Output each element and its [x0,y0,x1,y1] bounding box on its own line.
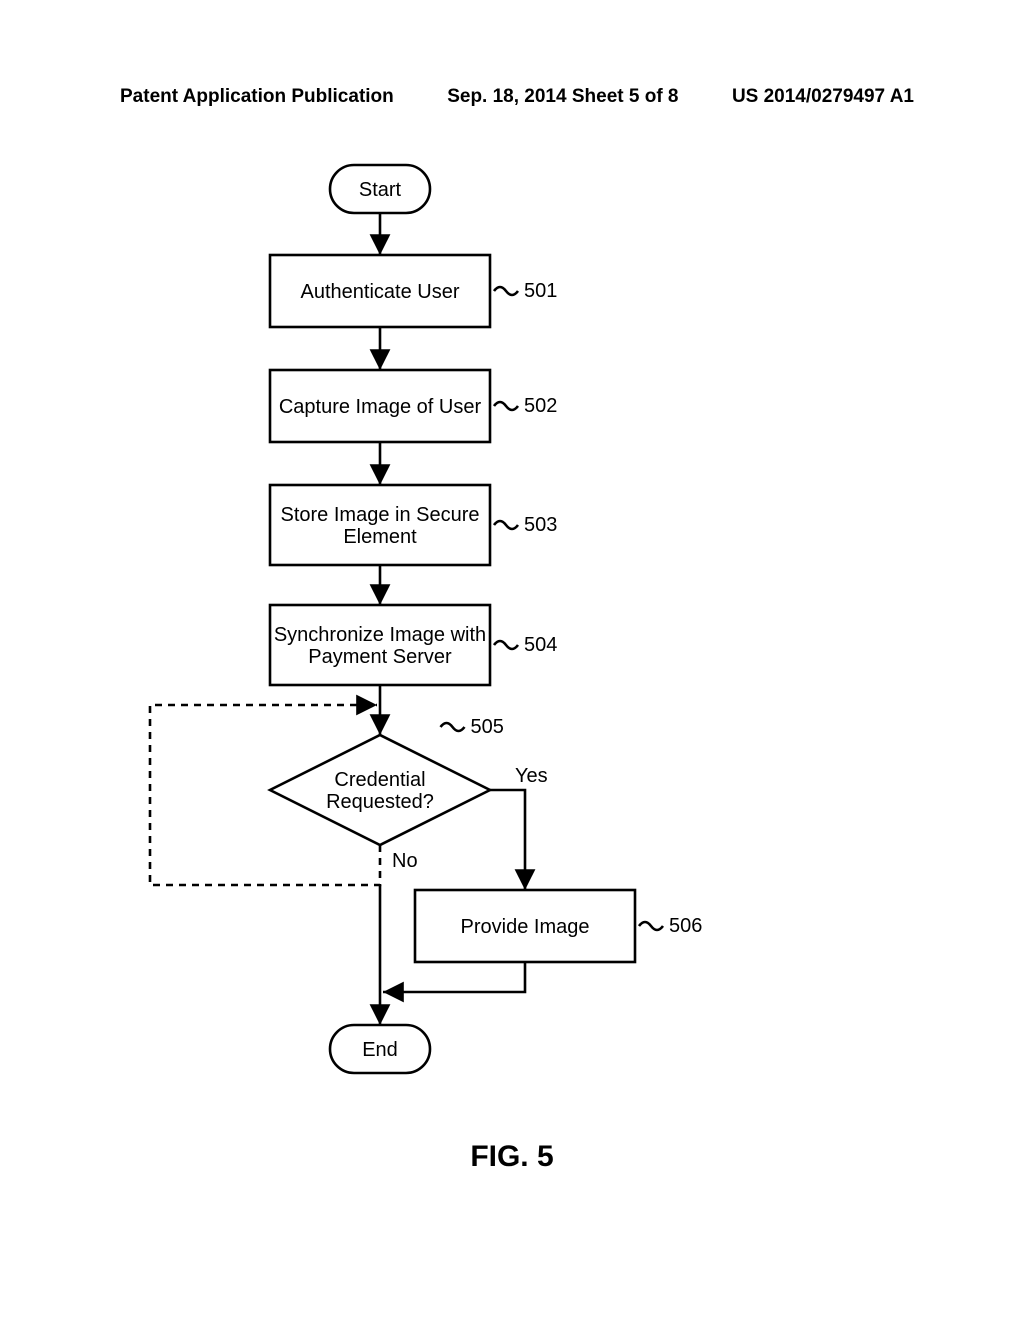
edge [383,962,525,992]
ref-marker: 501 [494,280,557,302]
node-label: Payment Server [308,646,452,668]
header-right: US 2014/0279497 A1 [732,86,914,108]
ref-label: 505 [471,716,504,738]
ref-marker: 505 [441,716,504,738]
ref-label: 504 [524,634,557,656]
ref-marker: 506 [639,915,702,937]
ref-marker: 504 [494,634,557,656]
edge-label-no: No [392,850,418,872]
node-label: Store Image in Secure [281,504,480,526]
node-label: Authenticate User [301,281,460,303]
page: Patent Application Publication Sep. 18, … [0,0,1024,1320]
figure-label: FIG. 5 [0,1140,1024,1174]
node-label: Requested? [326,791,434,813]
ref-label: 502 [524,395,557,417]
node-label: Start [359,179,402,201]
flowchart-svg: Start Authenticate User 501 Capture Image o… [0,155,1024,1155]
edge [490,790,525,890]
node-label: Credential [334,769,425,791]
ref-label: 503 [524,514,557,536]
node-label: End [362,1039,398,1061]
ref-label: 506 [669,915,702,937]
ref-marker: 503 [494,514,557,536]
ref-marker: 502 [494,395,557,417]
edge-label-yes: Yes [515,765,548,787]
header-left: Patent Application Publication [120,86,394,108]
node-label: Element [343,526,417,548]
node-label: Capture Image of User [279,396,482,418]
node-label: Synchronize Image with [274,624,486,646]
flowchart-container: Start Authenticate User 501 Capture Image o… [0,155,1024,1155]
header-center: Sep. 18, 2014 Sheet 5 of 8 [447,86,678,108]
page-header: Patent Application Publication Sep. 18, … [0,86,1024,108]
ref-label: 501 [524,280,557,302]
node-label: Provide Image [461,916,590,938]
